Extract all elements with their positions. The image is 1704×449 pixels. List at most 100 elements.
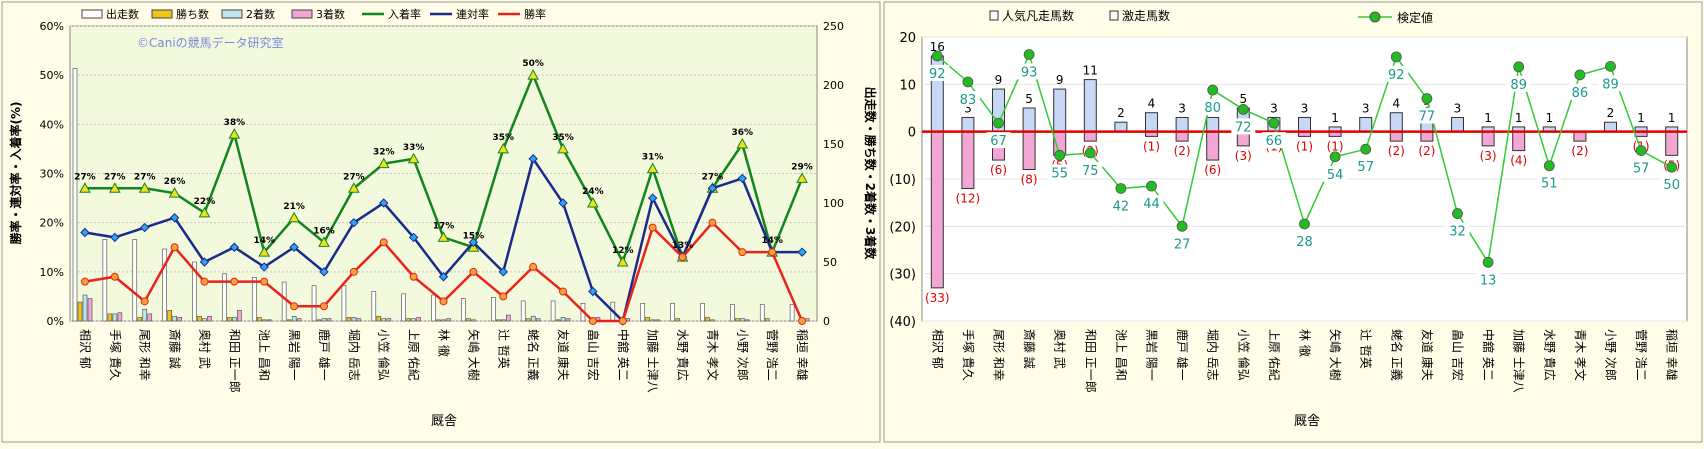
place-rate-marker — [80, 227, 90, 238]
starts-bar — [132, 239, 138, 322]
poor-run-count-label: (2) — [1174, 144, 1191, 158]
starts-bar — [401, 293, 406, 322]
thirds-bar — [207, 315, 212, 322]
entry-rate-marker — [318, 236, 330, 247]
poor-run-count-label: (2) — [1388, 144, 1405, 158]
starts-bar — [431, 294, 436, 322]
starts-bar — [730, 304, 735, 322]
right-x-tick: 蛯名 正義 — [1389, 329, 1404, 381]
test-value-marker — [1543, 160, 1555, 172]
win-rate-marker — [559, 287, 568, 296]
left-x-tick: 奥村 武 — [197, 329, 211, 369]
starts-bar — [102, 239, 108, 322]
seconds-bar — [261, 319, 267, 322]
place-rate-marker — [379, 198, 389, 208]
starts-bar — [759, 304, 765, 322]
place-rate-marker — [139, 222, 150, 233]
left-x-tick: 中舘 英二 — [616, 329, 631, 381]
wins-bar — [197, 315, 202, 322]
win-rate-marker — [798, 317, 807, 325]
legend-label: 激走馬数 — [1122, 8, 1170, 23]
right-y-tick: 0 — [908, 126, 916, 141]
place-rate-marker — [707, 183, 718, 193]
wins-bar — [286, 319, 292, 322]
left-x-tick: 尾形 和幸 — [138, 329, 152, 381]
test-value-marker — [962, 76, 974, 88]
seconds-bar — [441, 319, 446, 322]
test-value-label-bg — [1200, 99, 1225, 116]
wins-bar — [496, 319, 501, 322]
poor-run-count-label: (1) — [1143, 139, 1160, 153]
wins-bar — [167, 310, 172, 322]
right-y-tick: 20 — [899, 31, 916, 46]
legend-swatch — [151, 9, 173, 19]
right-chart: 厩舎 16395911243353313433111211(33)(12)(6)… — [883, 1, 1703, 443]
right-y-axis-label: 出走数・勝ち数・2着数・3着数 — [863, 87, 878, 261]
place-rate-marker — [647, 193, 658, 203]
entry-rate-data-label: 27% — [343, 172, 365, 182]
right-y-tick: 0 — [823, 315, 830, 328]
test-value-marker — [1176, 220, 1188, 232]
entry-rate-data-label: 36% — [732, 128, 754, 138]
legend-label: 検定値 — [1397, 10, 1433, 25]
poor-run-count-label: (1) — [1327, 139, 1344, 153]
thirds-bar — [416, 317, 421, 322]
win-rate-marker — [170, 243, 179, 252]
test-value-label: 72 — [1235, 120, 1252, 135]
entry-rate-marker — [557, 142, 569, 154]
seconds-bar — [710, 319, 715, 322]
test-value-label-bg — [1108, 197, 1133, 214]
seconds-bar — [291, 315, 297, 322]
legend-label: 入着率 — [388, 7, 421, 21]
strong-run-bar — [1206, 116, 1220, 133]
test-value-label: 32 — [1449, 225, 1466, 240]
test-value-marker — [1115, 183, 1127, 194]
entry-rate-marker — [228, 128, 241, 139]
strong-run-count-label: 9 — [1056, 73, 1064, 87]
win-rate-marker — [319, 302, 328, 311]
thirds-bar — [446, 318, 451, 322]
poor-run-count-label: (33) — [925, 291, 950, 305]
test-value-label: 50 — [1663, 178, 1680, 193]
right-x-tick: 水野 貴広 — [1542, 329, 1556, 381]
poor-run-count-label: (8) — [1021, 173, 1038, 187]
test-value-marker — [1360, 143, 1372, 155]
starts-bar — [192, 261, 197, 322]
left-y-tick: 0% — [47, 315, 64, 328]
left-x-tick: 上原 佑紀 — [407, 329, 421, 381]
poor-run-count-label: (6) — [1204, 163, 1221, 177]
win-rate-marker — [379, 238, 388, 247]
poor-run-count-label: (6) — [990, 163, 1007, 177]
place-rate-marker — [349, 217, 359, 228]
seconds-bar — [530, 315, 536, 322]
poor-run-bar — [1665, 131, 1679, 156]
right-y-tick: (20) — [889, 220, 916, 235]
right-x-tick: 矢嶋 大樹 — [1328, 329, 1342, 381]
test-value-label-bg — [1323, 165, 1348, 182]
test-value-marker — [1513, 61, 1525, 73]
test-value-label: 75 — [1082, 164, 1099, 179]
starts-bar — [281, 281, 287, 322]
left-x-tick: 辻 哲英 — [496, 329, 510, 369]
wins-bar — [436, 319, 441, 322]
seconds-bar — [232, 317, 237, 322]
strong-run-count-label: 1 — [1545, 111, 1553, 125]
test-value-label: 86 — [1572, 86, 1589, 101]
win-rate-marker — [80, 277, 89, 286]
strong-run-count-label: 5 — [1025, 92, 1033, 106]
test-value-label: 67 — [990, 134, 1007, 149]
entry-rate-marker — [437, 231, 450, 242]
entry-rate-data-label: 27% — [702, 172, 724, 182]
win-rate-marker — [200, 277, 209, 286]
entry-rate-marker — [348, 182, 360, 193]
entry-rate-marker — [79, 182, 91, 193]
test-value-marker — [1482, 256, 1494, 268]
poor-run-bar — [1512, 131, 1526, 152]
right-x-tick: 友道 康夫 — [1420, 329, 1435, 381]
left-y-tick: 40% — [40, 118, 64, 131]
seconds-bar — [112, 313, 118, 322]
place-rate-marker — [259, 262, 269, 272]
entry-rate-marker — [138, 182, 151, 193]
left-chart: ©Caniの競馬データ研究室 厩舎 勝率・連対率・入着率(%) 出走数・勝ち数・… — [1, 1, 881, 443]
